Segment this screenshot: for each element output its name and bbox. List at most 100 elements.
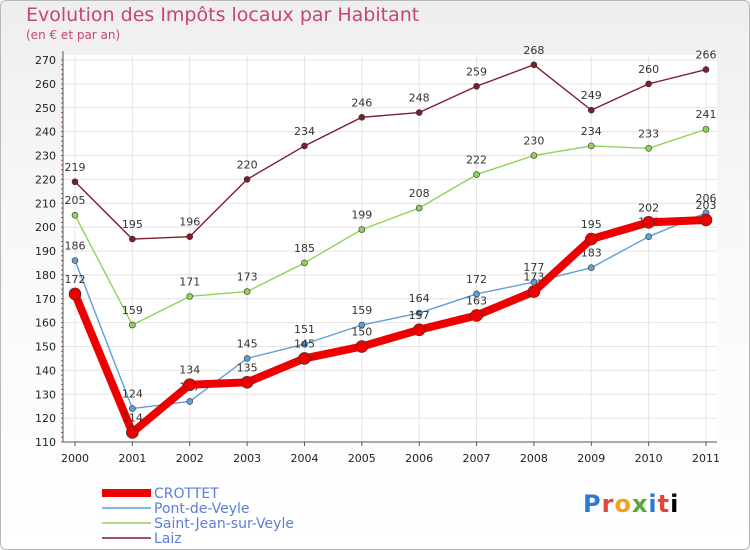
x-tick-label: 2002 — [176, 452, 204, 465]
data-point-saint-jean-sur-veyle — [71, 211, 79, 219]
chart-title: Evolution des Impôts locaux par Habitant — [26, 4, 420, 26]
data-label-saint-jean-sur-veyle: 222 — [466, 154, 487, 167]
series-line-pont-de-veyle — [74, 212, 707, 410]
legend-label-pont-de-veyle: Pont-de-Veyle — [154, 501, 250, 517]
legend-label-laiz: Laiz — [154, 531, 182, 547]
data-label-saint-jean-sur-veyle: 205 — [65, 194, 86, 207]
data-point-crottet — [642, 216, 655, 229]
data-label-pont-de-veyle: 177 — [523, 261, 544, 274]
data-point-crottet — [699, 213, 713, 227]
data-point-saint-jean-sur-veyle — [473, 171, 480, 178]
legend-label-saint-jean-sur-veyle: Saint-Jean-sur-Veyle — [154, 516, 294, 532]
x-tick-label: 2003 — [233, 452, 261, 465]
data-point-laiz — [243, 176, 251, 183]
y-tick-label: 160 — [35, 317, 56, 330]
data-label-pont-de-veyle: 164 — [409, 292, 430, 305]
data-point-crottet — [527, 285, 541, 298]
data-point-pont-de-veyle — [473, 290, 480, 298]
data-label-laiz: 196 — [179, 216, 200, 229]
data-label-crottet: 172 — [65, 273, 86, 286]
data-point-pont-de-veyle — [129, 405, 136, 412]
y-tick-label: 230 — [35, 150, 56, 163]
series-line-saint-jean-sur-veyle — [74, 128, 707, 326]
data-point-laiz — [587, 106, 595, 114]
legend-label-crottet: CROTTET — [154, 486, 219, 502]
data-label-crottet: 195 — [581, 218, 602, 231]
data-label-laiz: 249 — [581, 89, 602, 102]
data-point-laiz — [473, 82, 480, 90]
logo-letter: x — [631, 490, 649, 518]
proxiti-logo: Proxiti — [583, 490, 679, 518]
data-point-pont-de-veyle — [301, 340, 308, 348]
logo-letter: P — [583, 490, 602, 518]
logo-letter: o — [614, 490, 632, 518]
y-tick-label: 270 — [35, 54, 56, 67]
x-tick-label: 2011 — [692, 452, 720, 465]
logo-letter: i — [648, 490, 658, 518]
data-point-laiz — [71, 178, 79, 186]
data-point-laiz — [702, 66, 710, 73]
y-tick-label: 170 — [35, 293, 56, 306]
data-label-pont-de-veyle: 159 — [351, 304, 372, 317]
y-tick-label: 250 — [35, 102, 56, 115]
data-label-pont-de-veyle: 124 — [122, 388, 143, 401]
y-tick-label: 180 — [35, 269, 56, 282]
data-label-saint-jean-sur-veyle: 233 — [638, 127, 659, 140]
data-point-pont-de-veyle — [243, 355, 251, 362]
y-tick-label: 190 — [35, 245, 56, 258]
data-label-saint-jean-sur-veyle: 230 — [523, 135, 544, 148]
data-label-laiz: 266 — [696, 49, 717, 62]
data-point-crottet — [68, 287, 82, 301]
data-point-saint-jean-sur-veyle — [358, 226, 366, 233]
data-label-laiz: 268 — [523, 44, 544, 57]
data-point-laiz — [186, 233, 194, 240]
data-point-crottet — [298, 352, 311, 365]
y-tick-label: 240 — [35, 126, 56, 139]
data-point-saint-jean-sur-veyle — [129, 321, 136, 329]
plot-area — [63, 55, 717, 442]
data-label-crottet: 135 — [237, 361, 258, 374]
data-point-crottet — [412, 323, 426, 337]
data-label-saint-jean-sur-veyle: 159 — [122, 304, 143, 317]
y-tick-label: 220 — [35, 173, 56, 186]
data-label-laiz: 219 — [65, 161, 86, 174]
logo-letter: t — [657, 490, 671, 518]
data-point-saint-jean-sur-veyle — [301, 259, 308, 267]
data-point-pont-de-veyle — [186, 398, 194, 405]
data-point-pont-de-veyle — [358, 321, 366, 329]
data-point-laiz — [129, 235, 136, 243]
data-point-pont-de-veyle — [415, 309, 423, 317]
data-label-crottet: 203 — [696, 199, 717, 212]
data-label-crottet: 163 — [466, 294, 487, 307]
series-line-crottet — [71, 215, 710, 437]
data-label-laiz: 259 — [466, 65, 487, 78]
data-label-saint-jean-sur-veyle: 208 — [409, 187, 430, 200]
data-label-saint-jean-sur-veyle: 199 — [351, 209, 372, 222]
data-label-pont-de-veyle: 151 — [294, 323, 315, 336]
data-point-crottet — [584, 232, 598, 246]
data-point-pont-de-veyle — [530, 278, 538, 286]
data-label-saint-jean-sur-veyle: 173 — [237, 271, 258, 284]
data-point-laiz — [358, 114, 366, 121]
data-label-crottet: 173 — [523, 271, 544, 284]
data-label-pont-de-veyle: 206 — [696, 192, 717, 205]
data-label-saint-jean-sur-veyle: 241 — [696, 108, 717, 121]
y-tick-label: 110 — [35, 436, 56, 449]
y-tick-label: 120 — [35, 412, 56, 425]
data-point-laiz — [415, 109, 423, 116]
data-point-laiz — [645, 80, 652, 88]
data-point-pont-de-veyle — [645, 233, 652, 240]
y-tick-label: 130 — [35, 388, 56, 401]
data-label-crottet: 134 — [179, 364, 200, 377]
data-point-crottet — [183, 378, 197, 392]
x-tick-label: 2010 — [635, 452, 663, 465]
data-point-saint-jean-sur-veyle — [702, 125, 710, 133]
data-point-crottet — [470, 309, 483, 322]
x-tick-label: 2007 — [463, 452, 491, 465]
x-tick-label: 2008 — [520, 452, 548, 465]
data-label-laiz: 248 — [409, 92, 430, 105]
data-label-laiz: 234 — [294, 125, 315, 138]
data-label-crottet: 157 — [409, 309, 430, 322]
data-label-pont-de-veyle: 186 — [65, 240, 86, 253]
